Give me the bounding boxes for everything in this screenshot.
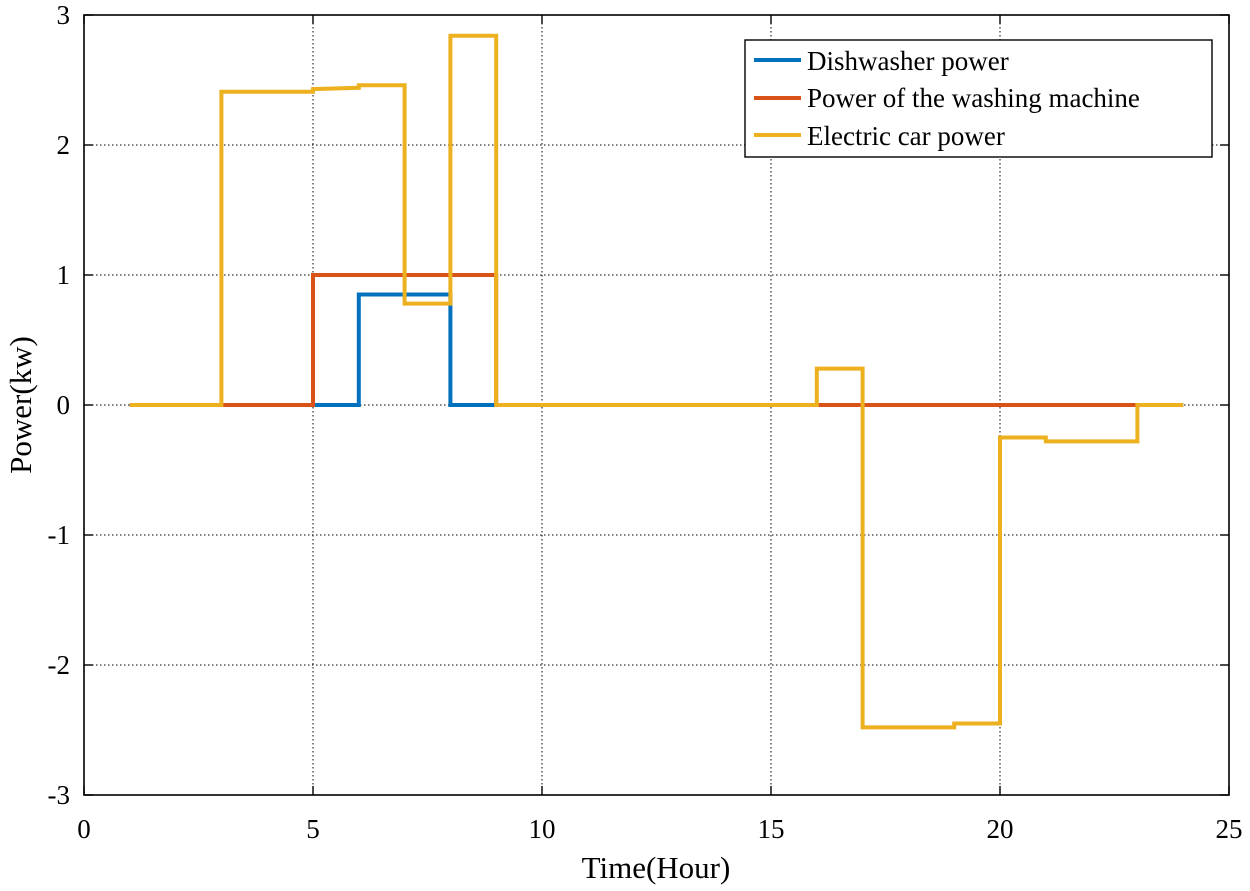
legend-label-washing-machine: Power of the washing machine: [807, 83, 1140, 113]
x-axis-title: Time(Hour): [582, 850, 731, 885]
x-tick-label: 10: [529, 814, 556, 844]
x-tick-label: 0: [77, 814, 91, 844]
y-tick-label: -3: [48, 780, 71, 810]
legend-label-electric-car: Electric car power: [807, 121, 1005, 151]
ticks: [83, 14, 1230, 796]
electric-car-power-line: [129, 33, 1184, 730]
y-axis-title: Power(kw): [3, 336, 38, 474]
y-tick-label: 0: [57, 390, 71, 420]
y-tick-label: 1: [57, 260, 71, 290]
y-tick-label: -2: [48, 650, 71, 680]
x-tick-label: 20: [987, 814, 1014, 844]
y-tick-label: 3: [57, 0, 71, 30]
legend: Dishwasher power Power of the washing ma…: [744, 39, 1213, 158]
x-tick-label: 15: [758, 814, 785, 844]
tick-labels: 0 5 10 15 20 25 -3 -2 -1 0 1 2 3: [48, 0, 1243, 844]
x-tick-label: 25: [1216, 814, 1243, 844]
y-tick-label: -1: [48, 520, 71, 550]
legend-label-dishwasher: Dishwasher power: [807, 46, 1009, 76]
y-tick-label: 2: [57, 130, 71, 160]
x-tick-label: 5: [306, 814, 320, 844]
legend-box: [744, 39, 1213, 158]
series-group: [129, 33, 1184, 730]
